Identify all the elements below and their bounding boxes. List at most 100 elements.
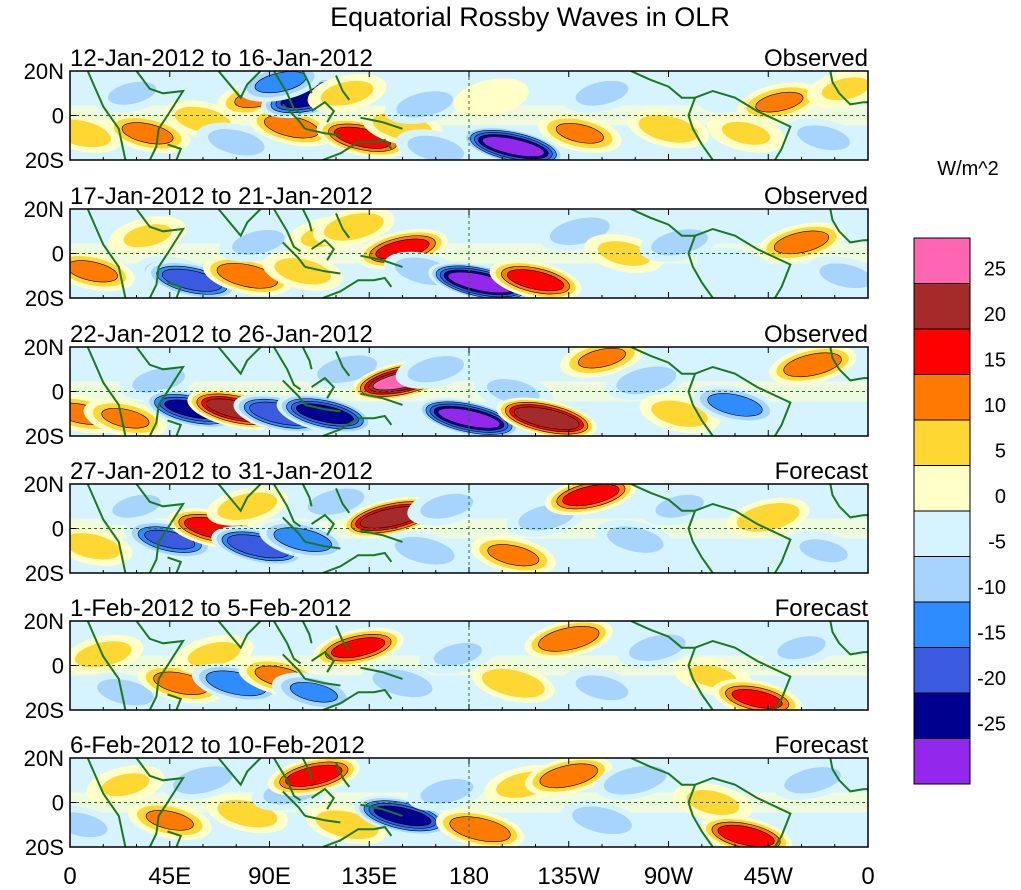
coastline — [273, 621, 302, 665]
anomaly-blob — [145, 260, 239, 298]
contour-level — [161, 268, 222, 292]
anomaly-blob — [762, 628, 841, 668]
anomaly-blob — [537, 113, 622, 154]
coastline — [301, 347, 313, 370]
contour-level — [736, 503, 800, 532]
colorbar-label: -15 — [977, 623, 1006, 645]
x-tick-label: 135E — [341, 863, 397, 890]
panel: 20N 0 20S 27-Jan-2012 to 31-Jan-2012 Forecas… — [24, 458, 869, 586]
coastline — [301, 484, 313, 507]
panel-status: Forecast — [775, 595, 869, 622]
coastline — [217, 484, 262, 513]
contour-level — [216, 262, 278, 289]
anomaly-blob — [595, 520, 676, 560]
colorbar-swatch — [913, 738, 971, 785]
x-tick-label: 90W — [644, 863, 694, 890]
contour-level — [538, 626, 600, 652]
contour-level — [616, 366, 677, 395]
colorbar-label: 10 — [984, 395, 1006, 417]
coastline — [311, 376, 336, 399]
anomaly-blob — [70, 113, 122, 153]
anomaly-blob — [105, 113, 191, 154]
y-tick-label: 20N — [24, 472, 64, 497]
colorbar-label: -10 — [977, 577, 1006, 599]
anomaly-blob — [562, 668, 642, 708]
coastline — [217, 347, 262, 376]
contour-level — [482, 136, 545, 157]
panel-period: 6-Feb-2012 to 10-Feb-2012 — [70, 732, 365, 759]
anomaly-blob — [267, 758, 360, 796]
anomaly-blob — [525, 758, 613, 796]
anomaly-blob — [93, 73, 171, 113]
colorbar-units-label: W/m^2 — [937, 158, 999, 180]
coastline — [322, 688, 393, 710]
contour-level — [317, 355, 378, 384]
colorbar-label: 25 — [984, 259, 1006, 281]
panel-period: 12-Jan-2012 to 16-Jan-2012 — [70, 45, 373, 72]
anomaly-blob — [784, 118, 864, 158]
contour-level — [70, 119, 112, 148]
x-axis: 0 45E 90E 135E 180 135W 90W 45W 0 — [63, 863, 874, 890]
coastline — [135, 621, 186, 710]
contour-level — [334, 126, 392, 149]
panel-period: 27-Jan-2012 to 31-Jan-2012 — [70, 458, 373, 485]
contour-level — [144, 529, 196, 550]
contour-level — [97, 679, 154, 706]
colorbar-swatch — [913, 601, 971, 648]
anomaly-blob — [696, 247, 774, 287]
contour-level — [394, 536, 455, 565]
coastline — [301, 209, 313, 232]
coastline — [335, 762, 351, 788]
coastline — [273, 71, 302, 115]
panel: 20N 0 20S 17-Jan-2012 to 21-Jan-2012 Observe… — [24, 183, 869, 311]
anomaly-blob — [248, 106, 335, 147]
contour-level — [481, 668, 545, 698]
contour-level — [799, 539, 848, 563]
y-tick-label: 20N — [24, 335, 64, 360]
contour-level — [606, 526, 664, 553]
y-tick-label: 20N — [24, 609, 64, 634]
anomaly-blob — [70, 526, 133, 566]
contour-level — [407, 356, 465, 383]
y-tick-label: 20S — [25, 698, 64, 723]
anomaly-blob — [435, 809, 525, 847]
panel-period: 22-Jan-2012 to 26-Jan-2012 — [70, 321, 373, 348]
contour-level — [320, 80, 374, 106]
coastline — [304, 265, 341, 275]
coastline — [335, 75, 351, 101]
x-tick-label: 180 — [449, 863, 489, 890]
contour-level — [296, 403, 354, 424]
coastline — [217, 621, 262, 650]
y-tick-label: 0 — [52, 791, 64, 816]
anomaly-blob — [70, 805, 121, 845]
anomaly-field — [70, 209, 868, 298]
coastline — [282, 790, 306, 817]
anomaly-blob — [524, 621, 613, 659]
coastline — [135, 71, 186, 160]
coastline — [829, 71, 868, 106]
anomaly-blob — [453, 78, 529, 118]
colorbar-swatch — [913, 419, 971, 466]
panel: 20N 0 20S 12-Jan-2012 to 16-Jan-2012 Observe… — [24, 45, 869, 173]
contour-level — [285, 764, 343, 787]
colorbar-swatch — [913, 692, 971, 739]
coastline — [829, 758, 868, 793]
anomaly-blob — [544, 484, 637, 516]
anomaly-blob — [162, 760, 244, 800]
coastline — [167, 281, 183, 298]
y-tick-label: 20S — [25, 148, 64, 173]
coastline — [360, 803, 403, 817]
coastline — [322, 825, 393, 847]
colorbar: 25 20 15 10 5 0 -5 -10 -15 -20 -25 — [913, 237, 1006, 785]
anomaly-blob — [562, 73, 642, 113]
contour-level — [655, 494, 704, 518]
anomaly-blob — [86, 765, 165, 805]
coastline — [167, 143, 183, 160]
coastline — [304, 540, 341, 550]
anomaly-blob — [472, 663, 555, 703]
contour-level — [173, 766, 233, 795]
contour-level — [274, 258, 332, 285]
anomaly-blob — [707, 113, 785, 153]
contour-level — [70, 812, 108, 838]
